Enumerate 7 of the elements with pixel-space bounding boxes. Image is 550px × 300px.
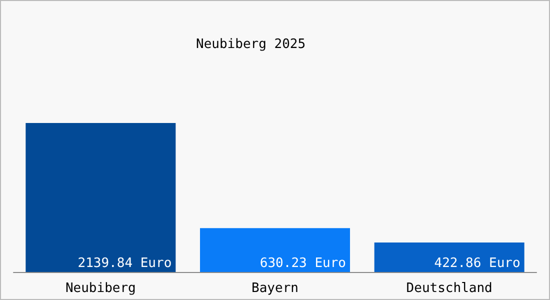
chart-title: Neubiberg 2025 [196, 37, 306, 52]
data-label: 2139.84 Euro [78, 256, 172, 271]
x-tick-label: Deutschland [406, 281, 492, 296]
x-tick-label: Neubiberg [65, 281, 136, 296]
x-tick-label: Bayern [252, 281, 298, 296]
data-label: 630.23 Euro [260, 256, 346, 271]
data-label: 422.86 Euro [434, 256, 520, 271]
